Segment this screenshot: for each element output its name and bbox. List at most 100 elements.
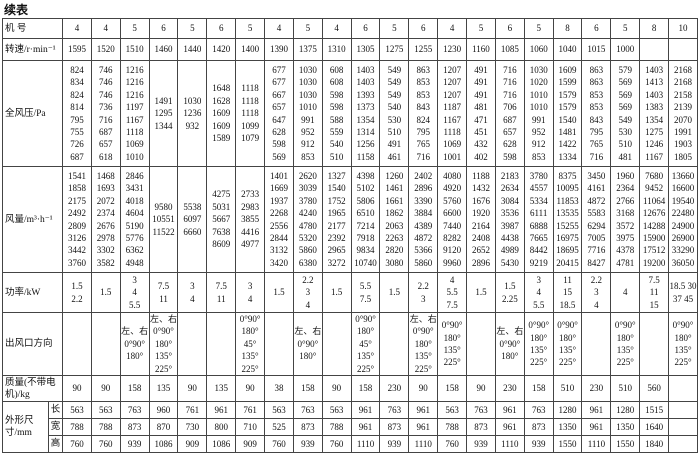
cell-line: 873: [531, 421, 546, 432]
cell-line: 230: [503, 383, 517, 394]
data-cell: 0°90° 180° 45° 135° 225°: [235, 311, 266, 377]
data-cell: 563: [264, 401, 294, 420]
cell-line: 135°: [443, 345, 461, 356]
cell-line: 746: [99, 77, 113, 88]
cell-line: 3272: [327, 257, 346, 268]
cell-line: 135°: [616, 345, 634, 356]
cell-line: 1393: [356, 89, 375, 100]
cell-line: 1422: [558, 139, 577, 150]
data-cell: [62, 311, 92, 377]
row-label: 质量(不带电机)/kg: [1, 375, 64, 403]
row-label: 转速/r·min⁻¹: [1, 38, 64, 61]
cell-line: 225°: [616, 357, 634, 368]
cell-line: 2766: [616, 195, 635, 206]
cell-line: 608: [329, 77, 344, 88]
data-cell: 1.5 2.25: [494, 272, 525, 313]
data-cell: 510: [610, 375, 641, 403]
cell-line: 7.5: [359, 293, 372, 304]
cell-line: 7.5: [648, 274, 660, 285]
cell-line: 5583: [587, 208, 606, 219]
cell-line: 549: [618, 114, 633, 125]
cell-line: 961: [416, 421, 431, 432]
data-cell: 939: [523, 435, 554, 453]
data-cell: 4275 5031 5667 7638 8609: [206, 166, 237, 273]
cell-line: 左、右: [496, 326, 524, 337]
data-cell: 873: [379, 418, 410, 437]
cell-line: 1468: [96, 170, 115, 181]
data-cell: 788: [62, 418, 92, 437]
cell-line: 1515: [645, 404, 664, 415]
cell-line: 左、右: [294, 326, 322, 337]
cell-line: 3: [594, 287, 599, 298]
cell-line: 13535: [556, 208, 579, 219]
cell-line: 2063: [385, 220, 404, 231]
cell-line: 763: [387, 404, 402, 415]
cell-line: 939: [474, 438, 488, 449]
cell-line: 1432: [471, 183, 490, 194]
cell-line: 3390: [414, 195, 433, 206]
cell-line: 1550: [616, 438, 635, 449]
cell-line: 1840: [645, 438, 664, 449]
data-cell: 763: [523, 401, 554, 420]
cell-line: 4378: [616, 245, 635, 256]
row-label: 风量/m³·h⁻¹: [1, 166, 64, 273]
cell-line: 1010: [529, 89, 548, 100]
data-cell: 788: [90, 418, 121, 437]
data-cell: 760: [264, 435, 294, 453]
cell-line: 5806: [356, 195, 375, 206]
data-cell: 2846 3431 4018 4604 5190 5776 6362 4948: [119, 166, 150, 273]
data-cell: 961: [350, 418, 381, 437]
cell-line: 135°: [356, 351, 375, 362]
cell-line: 563: [70, 404, 84, 415]
data-cell: 90: [90, 375, 121, 403]
cell-line: 677: [272, 77, 286, 88]
cell-line: 1086: [212, 438, 231, 449]
data-cell: 710: [235, 418, 266, 437]
table-row: 宽 788 788 873 870 730 800 710 525 873 788 961 873 961…: [3, 418, 698, 437]
cell-line: 628: [272, 126, 286, 137]
cell-line: 706: [503, 102, 517, 113]
cell-line: 1589: [212, 133, 231, 144]
cell-line: 1.5: [475, 287, 487, 298]
cell-line: 180°: [501, 351, 519, 362]
cell-line: 510: [387, 126, 402, 137]
cell-line: 1099: [241, 120, 260, 131]
cell-line: 4: [103, 23, 109, 34]
cell-line: 1010: [529, 102, 548, 113]
cell-line: 1305: [356, 44, 375, 55]
cell-line: 18.5: [559, 299, 576, 310]
data-cell: 90: [321, 375, 352, 403]
cell-line: 7918: [356, 232, 375, 243]
data-cell: 10: [668, 18, 698, 39]
cell-line: 853: [416, 89, 431, 100]
cell-line: 961: [503, 404, 517, 415]
cell-line: 5538: [183, 201, 202, 212]
cell-line: 180°: [241, 326, 259, 337]
data-cell: 961: [494, 418, 525, 437]
cell-line: 1310: [327, 44, 346, 55]
cell-line: 755: [70, 126, 84, 137]
data-cell: 760: [62, 435, 92, 453]
cell-line: 530: [387, 114, 402, 125]
cell-line: 1491: [154, 95, 173, 106]
cell-line: 8375: [558, 170, 577, 181]
cell-line: 1167: [125, 114, 144, 125]
cell-line: 1383: [645, 102, 664, 113]
cell-line: 5031: [212, 201, 231, 212]
cell-line: 549: [387, 77, 402, 88]
cell-line: 5: [190, 23, 195, 34]
cell-line: 687: [503, 114, 517, 125]
data-cell: 11 15 18.5: [552, 272, 583, 313]
cell-line: 15: [563, 287, 573, 298]
cell-line: 7638: [212, 226, 231, 237]
data-cell: 4: [321, 18, 352, 39]
data-cell: 716 716 716 706 687 657 628 598: [494, 60, 525, 167]
cell-line: 1920: [471, 208, 490, 219]
cell-line: 843: [589, 114, 604, 125]
data-cell: 1275: [379, 38, 410, 61]
cell-line: 1648: [212, 83, 231, 94]
cell-line: 左、右: [409, 314, 437, 324]
cell-line: 761: [185, 404, 200, 415]
cell-line: 1373: [356, 102, 375, 113]
data-cell: 90: [408, 375, 439, 403]
